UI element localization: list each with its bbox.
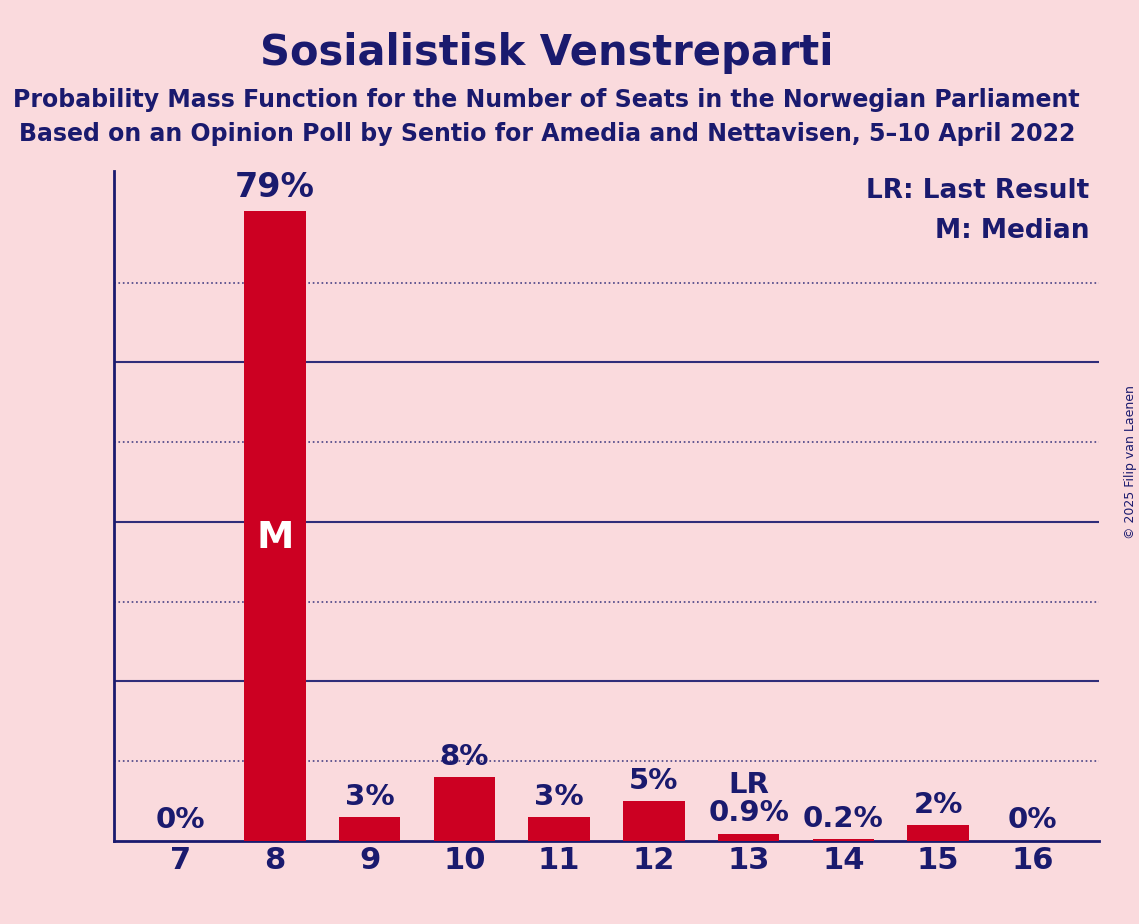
Text: 8%: 8% [440, 743, 489, 771]
Bar [623, 801, 685, 841]
Text: 2%: 2% [913, 791, 962, 819]
Bar [528, 817, 590, 841]
Text: Based on an Opinion Poll by Sentio for Amedia and Nettavisen, 5–10 April 2022: Based on an Opinion Poll by Sentio for A… [18, 122, 1075, 146]
Bar [244, 211, 305, 841]
Bar [434, 777, 495, 841]
Text: 3%: 3% [345, 783, 394, 810]
Bar [812, 839, 874, 841]
Text: M: Median: M: Median [935, 218, 1089, 244]
Text: 79%: 79% [235, 172, 314, 204]
Text: 0%: 0% [155, 807, 205, 834]
Text: Sosialistisk Venstreparti: Sosialistisk Venstreparti [260, 32, 834, 74]
Bar [908, 825, 969, 841]
Text: 0.2%: 0.2% [803, 805, 884, 833]
Text: Probability Mass Function for the Number of Seats in the Norwegian Parliament: Probability Mass Function for the Number… [14, 88, 1080, 112]
Text: M: M [256, 520, 294, 556]
Text: LR: LR [728, 772, 769, 799]
Bar [339, 817, 401, 841]
Text: 0%: 0% [1008, 807, 1058, 834]
Bar [718, 833, 779, 841]
Text: 3%: 3% [534, 783, 584, 810]
Text: 5%: 5% [629, 767, 679, 795]
Text: © 2025 Filip van Laenen: © 2025 Filip van Laenen [1124, 385, 1137, 539]
Text: LR: Last Result: LR: Last Result [866, 177, 1089, 203]
Text: 0.9%: 0.9% [708, 799, 789, 827]
